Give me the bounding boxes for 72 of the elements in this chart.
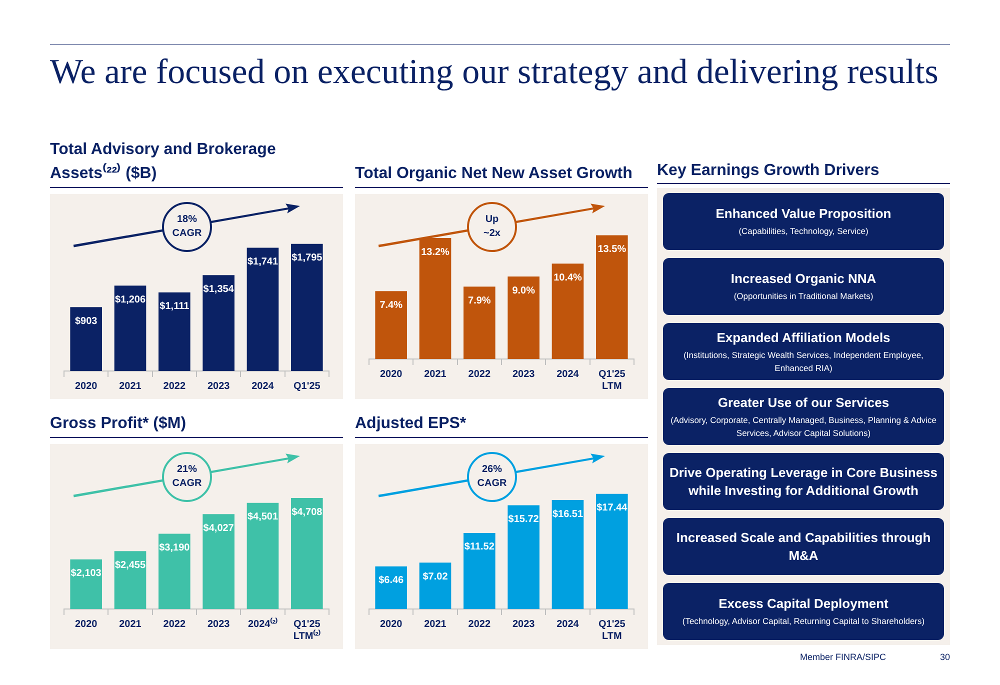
chart-title: Adjusted EPS*: [355, 414, 466, 434]
data-label: 7.4%: [380, 300, 403, 311]
chart-title: Total Organic Net New Asset Growth: [355, 164, 632, 184]
category-label: Increased Scale and Capabilities through M&A: [675, 528, 932, 564]
data-label: $6.46: [378, 575, 404, 586]
x-tick-label: 2020: [380, 368, 403, 380]
x-tick-label: 2023: [512, 368, 536, 380]
x-tick-label: 2021: [424, 368, 447, 380]
data-label: $11.52: [464, 542, 495, 553]
data-label: $1,111: [160, 301, 190, 312]
x-tick-label: 2024: [556, 618, 580, 630]
x-tick-label: 2021: [119, 618, 142, 630]
x-tick-label: 2022: [163, 618, 186, 630]
text: Key Earnings Growth Drivers: [657, 150, 950, 184]
x-tick-label: 2023: [207, 618, 230, 630]
category-label: Excess Capital Deployment: [718, 595, 888, 613]
data-label: $1,206: [114, 294, 146, 306]
text: We are focused on executing our strategy and delivering results: [50, 52, 938, 92]
x-tick-label: 2023: [512, 618, 536, 630]
x-tick-label: 2022: [468, 618, 491, 630]
text: (Capabilities, Technology, Service): [738, 226, 868, 236]
text: (Advisory, Corporate, Centrally Managed, Business, Planning & Advice Services, Advisor Capital Solutions): [670, 414, 936, 438]
text: 21% CAGR: [171, 463, 203, 491]
data-label: 13.5%: [598, 244, 626, 255]
text: 26% CAGR: [476, 463, 508, 491]
x-tick-label: Q1'25 LTM: [598, 368, 626, 392]
x-tick-label: 2024: [556, 368, 580, 380]
x-tick-label: Q1'25: [293, 380, 321, 392]
chart-title: Gross Profit* ($M): [50, 414, 186, 434]
data-label: $7.02: [422, 571, 448, 582]
x-tick-label: 2022: [163, 380, 186, 392]
category-label: Enhanced Value Proposition: [716, 205, 892, 223]
category-label: Expanded Affiliation Models: [716, 328, 890, 346]
data-label: $15.72: [508, 514, 540, 525]
category-label: Drive Operating Leverage in Core Business while Investing for Additional Growth: [668, 464, 939, 500]
x-tick-label: 2020: [380, 618, 403, 630]
data-label: $4,708: [292, 506, 323, 518]
category-label: Increased Organic NNA: [730, 270, 876, 288]
data-label: 9.0%: [512, 285, 536, 296]
text: 18% CAGR: [171, 213, 203, 241]
text: (Institutions, Strategic Wealth Services, Independent Employee, Enhanced RIA): [684, 350, 924, 372]
chart-title: Total Advisory and Brokerage Assets⁽²²⁾ ($B): [50, 140, 277, 184]
text: Member FINRA/SIPC: [800, 652, 886, 662]
x-tick-label: 2021: [119, 380, 142, 392]
text: (Opportunities in Traditional Markets): [734, 291, 874, 301]
x-tick-label: Q1'25 LTM: [598, 618, 626, 642]
text: 30: [940, 652, 950, 662]
category-label: Greater Use of our Services: [718, 394, 890, 412]
data-label: $16.51: [552, 508, 584, 520]
data-label: $903: [74, 316, 98, 327]
data-label: $4,027: [203, 522, 234, 534]
data-label: $1,354: [203, 284, 234, 295]
x-tick-label: 2022: [468, 368, 491, 380]
data-label: 10.4%: [554, 272, 582, 284]
data-label: 7.9%: [468, 295, 491, 306]
x-tick-label: 2021: [424, 618, 447, 630]
x-tick-label: 2024⁽²⁾: [248, 616, 278, 630]
x-tick-label: Q1'25 LTM⁽²⁾: [293, 618, 321, 642]
data-label: $2,455: [114, 560, 146, 571]
data-label: $2,103: [70, 568, 102, 580]
data-label: $4,501: [247, 512, 278, 523]
data-label: $1,795: [292, 252, 323, 264]
x-tick-label: 2020: [74, 380, 98, 392]
x-tick-label: 2024: [252, 380, 274, 392]
x-tick-label: 2020: [74, 618, 98, 630]
text: (Technology, Advisor Capital, Returning Capital to Shareholders): [682, 616, 925, 626]
data-label: $17.44: [596, 502, 628, 514]
x-tick-label: 2023: [207, 380, 230, 392]
data-label: $1,741: [247, 256, 278, 268]
data-label: $3,190: [159, 542, 190, 554]
annotation: Up ~2x: [482, 213, 502, 241]
data-label: 13.2%: [421, 246, 450, 258]
